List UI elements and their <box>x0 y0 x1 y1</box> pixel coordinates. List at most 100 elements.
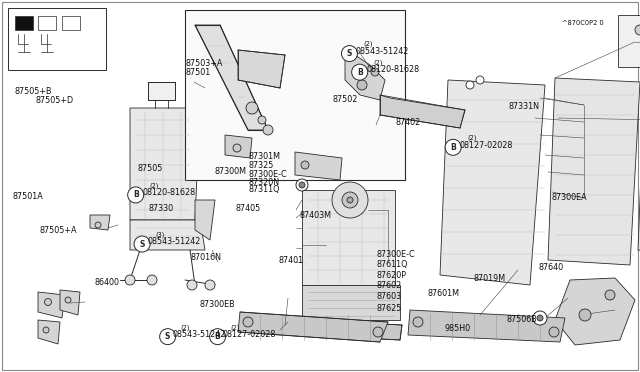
Polygon shape <box>638 70 640 255</box>
Bar <box>38 16 56 30</box>
Text: S: S <box>165 332 170 341</box>
Polygon shape <box>148 82 175 100</box>
Text: 87402: 87402 <box>396 118 420 126</box>
Circle shape <box>413 317 423 327</box>
Circle shape <box>210 328 226 345</box>
Polygon shape <box>195 200 215 240</box>
Polygon shape <box>90 215 110 230</box>
Polygon shape <box>38 292 65 318</box>
Text: 08543-51242: 08543-51242 <box>173 330 226 339</box>
Text: B: B <box>357 68 362 77</box>
Text: 86400: 86400 <box>95 278 120 287</box>
Text: 87300E-C: 87300E-C <box>376 250 415 259</box>
Text: 87505+D: 87505+D <box>35 96 74 105</box>
Text: S: S <box>140 240 145 248</box>
Text: 87300EB: 87300EB <box>200 300 236 309</box>
Circle shape <box>134 236 150 252</box>
Polygon shape <box>130 108 200 220</box>
Polygon shape <box>130 220 205 250</box>
Bar <box>8 8 106 70</box>
Text: B: B <box>215 332 220 341</box>
Text: 87331N: 87331N <box>509 102 540 110</box>
Polygon shape <box>548 78 640 265</box>
Circle shape <box>45 298 51 305</box>
Circle shape <box>296 179 308 191</box>
Circle shape <box>605 290 615 300</box>
Text: (2): (2) <box>230 324 240 331</box>
Circle shape <box>95 222 101 228</box>
Text: (2): (2) <box>374 59 383 66</box>
Polygon shape <box>380 95 465 128</box>
Circle shape <box>537 315 543 321</box>
Text: 87311Q: 87311Q <box>248 185 280 194</box>
Text: 87016N: 87016N <box>191 253 221 262</box>
Circle shape <box>128 187 144 203</box>
Circle shape <box>233 144 241 152</box>
Circle shape <box>373 327 383 337</box>
Polygon shape <box>225 135 252 158</box>
Text: 08543-51242: 08543-51242 <box>355 47 408 56</box>
Polygon shape <box>60 290 80 315</box>
Text: 87301M: 87301M <box>248 153 280 161</box>
Circle shape <box>533 311 547 325</box>
Circle shape <box>342 45 357 62</box>
Circle shape <box>445 139 461 155</box>
Text: 87320N: 87320N <box>248 178 280 187</box>
Circle shape <box>342 192 358 208</box>
Text: 985H0: 985H0 <box>445 324 471 333</box>
Text: 08120-81628: 08120-81628 <box>366 65 419 74</box>
Circle shape <box>147 275 157 285</box>
Text: 87601M: 87601M <box>428 289 460 298</box>
Circle shape <box>43 327 49 333</box>
Polygon shape <box>302 285 400 320</box>
Text: 87403M: 87403M <box>300 211 332 220</box>
Text: 08127-02028: 08127-02028 <box>223 330 276 339</box>
Circle shape <box>263 125 273 135</box>
Text: 87300E-C: 87300E-C <box>248 170 287 179</box>
Text: 87505: 87505 <box>138 164 163 173</box>
Text: 87602: 87602 <box>376 281 401 290</box>
Text: 87501A: 87501A <box>13 192 44 201</box>
Circle shape <box>246 102 258 114</box>
Bar <box>185 10 405 180</box>
Polygon shape <box>302 320 402 340</box>
Text: (2): (2) <box>363 41 372 47</box>
Text: (3): (3) <box>155 231 164 238</box>
Circle shape <box>65 297 71 303</box>
Polygon shape <box>345 55 385 100</box>
Circle shape <box>549 327 559 337</box>
Circle shape <box>187 280 197 290</box>
Polygon shape <box>238 312 388 342</box>
Circle shape <box>299 182 305 188</box>
Text: 87503+A: 87503+A <box>186 60 223 68</box>
Text: 87502: 87502 <box>333 95 358 104</box>
Text: (2): (2) <box>180 324 190 331</box>
Circle shape <box>160 328 175 345</box>
Text: 87325: 87325 <box>248 161 274 170</box>
Text: 87330: 87330 <box>148 204 173 213</box>
Text: S: S <box>347 49 352 58</box>
Polygon shape <box>238 50 285 88</box>
Text: 87401: 87401 <box>278 256 303 265</box>
Text: 87506B: 87506B <box>507 315 538 324</box>
Text: B: B <box>451 143 456 152</box>
Text: 08543-51242: 08543-51242 <box>147 237 200 246</box>
Text: 87625: 87625 <box>376 304 402 313</box>
Text: 87405: 87405 <box>236 204 260 213</box>
Text: 87611Q: 87611Q <box>376 260 408 269</box>
Circle shape <box>332 182 368 218</box>
Text: 87300EA: 87300EA <box>552 193 588 202</box>
Text: ^870C0P2 0: ^870C0P2 0 <box>562 20 604 26</box>
Text: 87640: 87640 <box>539 263 564 272</box>
Text: 87620P: 87620P <box>376 271 406 280</box>
Text: 87505+B: 87505+B <box>14 87 52 96</box>
Circle shape <box>258 116 266 124</box>
Polygon shape <box>295 152 342 180</box>
Text: (2): (2) <box>150 182 159 189</box>
Circle shape <box>371 68 379 76</box>
Text: 87300M: 87300M <box>214 167 246 176</box>
Circle shape <box>476 76 484 84</box>
Circle shape <box>352 64 367 80</box>
Polygon shape <box>408 310 565 342</box>
Polygon shape <box>440 80 545 285</box>
